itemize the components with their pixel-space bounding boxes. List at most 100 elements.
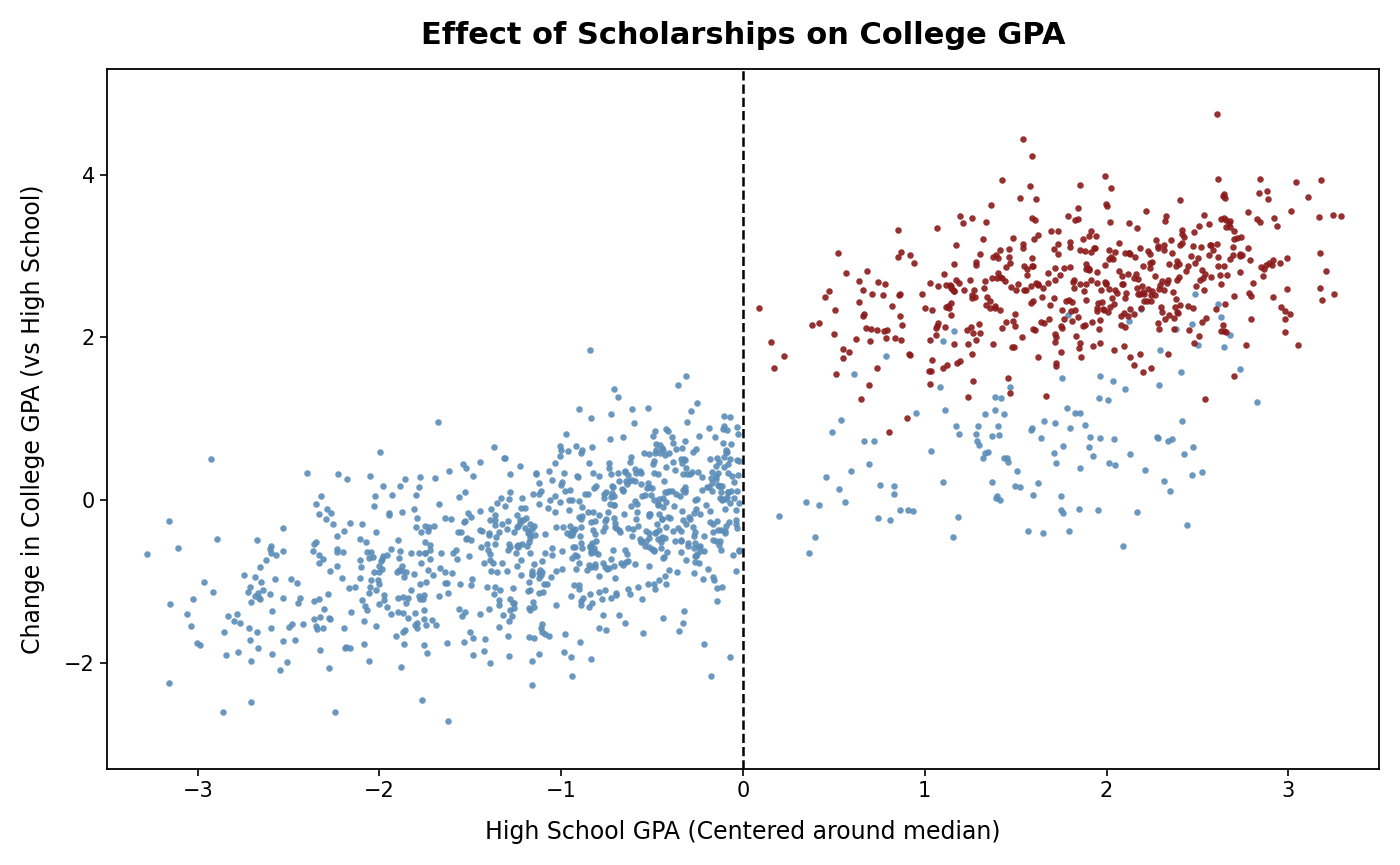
Point xyxy=(577,487,599,501)
Point xyxy=(480,564,503,578)
Point xyxy=(1180,249,1203,263)
Point xyxy=(1141,255,1163,269)
Point xyxy=(477,528,500,541)
Point xyxy=(886,223,909,237)
Point xyxy=(914,301,937,315)
Point xyxy=(255,553,277,567)
Point xyxy=(1022,294,1044,308)
Point xyxy=(638,541,661,554)
Point xyxy=(822,425,844,439)
Point xyxy=(238,621,260,635)
Point xyxy=(545,520,567,534)
Point xyxy=(879,513,902,527)
Point xyxy=(941,308,963,322)
Point xyxy=(1215,325,1238,339)
Point xyxy=(447,525,469,539)
Point xyxy=(1098,456,1120,470)
Point xyxy=(503,597,525,611)
Point xyxy=(368,577,391,591)
Point xyxy=(307,622,329,636)
Point xyxy=(522,599,545,613)
Point xyxy=(246,586,269,599)
Point xyxy=(689,429,711,443)
Point xyxy=(563,522,585,536)
Point xyxy=(643,543,665,557)
Point xyxy=(629,532,651,546)
Point xyxy=(559,503,581,517)
Point xyxy=(1145,233,1168,247)
Point xyxy=(624,495,647,509)
Point xyxy=(1050,303,1072,317)
Point xyxy=(350,517,372,531)
Point xyxy=(1256,258,1278,272)
Point xyxy=(549,439,571,453)
Point xyxy=(637,447,659,461)
Point xyxy=(350,561,372,574)
Point xyxy=(489,583,511,597)
Point xyxy=(1214,188,1236,202)
Point xyxy=(1169,298,1191,311)
Point xyxy=(430,547,452,561)
Point xyxy=(1023,214,1046,227)
Point xyxy=(1165,292,1187,306)
Point xyxy=(652,500,675,514)
Point xyxy=(818,284,840,298)
Point xyxy=(1256,184,1278,198)
Point xyxy=(588,585,610,599)
Point xyxy=(651,512,673,526)
Point xyxy=(407,546,430,560)
Point xyxy=(1092,302,1114,316)
Point xyxy=(706,581,728,595)
Point xyxy=(616,554,638,568)
Point xyxy=(540,473,563,487)
Point xyxy=(998,242,1021,256)
Point xyxy=(518,601,540,615)
Point xyxy=(363,565,385,579)
Point xyxy=(826,246,848,260)
Point xyxy=(1074,419,1096,432)
Point xyxy=(1049,267,1071,281)
Point xyxy=(645,517,668,531)
Point xyxy=(707,477,729,491)
Point xyxy=(211,705,234,719)
Point xyxy=(862,434,885,448)
Point xyxy=(570,599,592,612)
Point xyxy=(326,560,349,573)
Point xyxy=(1057,308,1079,322)
Point xyxy=(1155,208,1177,222)
Point xyxy=(934,403,956,417)
Point xyxy=(364,490,386,503)
Point xyxy=(498,492,521,506)
Point xyxy=(573,592,595,606)
Point xyxy=(682,520,704,534)
Point xyxy=(847,296,869,310)
Point xyxy=(648,446,671,460)
Point xyxy=(199,452,221,466)
Point xyxy=(715,423,738,437)
Point xyxy=(360,573,382,587)
Point xyxy=(1224,289,1246,303)
Point xyxy=(592,556,615,570)
Point xyxy=(480,502,503,516)
Point xyxy=(392,606,414,619)
Point xyxy=(349,553,371,567)
Point xyxy=(1268,256,1291,270)
Point xyxy=(1063,281,1085,295)
Point xyxy=(419,543,441,557)
Point xyxy=(615,617,637,631)
Point xyxy=(654,448,676,462)
Point xyxy=(1194,311,1217,325)
Point xyxy=(182,592,204,606)
Point xyxy=(1238,286,1260,300)
Point xyxy=(963,283,986,297)
Point xyxy=(1275,251,1298,265)
Point xyxy=(1061,314,1084,328)
Point xyxy=(529,621,552,635)
Point xyxy=(1039,298,1061,312)
Point xyxy=(830,413,853,427)
Point xyxy=(1175,265,1197,279)
Point xyxy=(448,577,470,591)
Point xyxy=(1061,275,1084,289)
Point xyxy=(1137,282,1159,296)
Point xyxy=(454,485,476,499)
